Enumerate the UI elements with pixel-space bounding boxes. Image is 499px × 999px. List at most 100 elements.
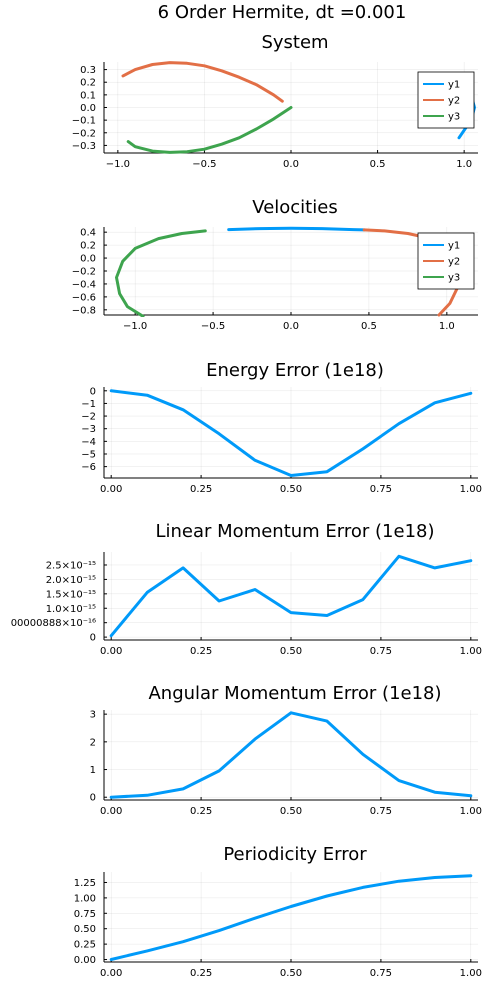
y-tick-label: −2	[81, 412, 96, 423]
x-tick-label: 0.75	[370, 484, 392, 495]
series-line-y3	[115, 229, 207, 317]
chart-title: System	[261, 32, 328, 53]
x-tick-label: −0.5	[192, 159, 216, 170]
x-tick-label: 0.00	[100, 484, 122, 495]
y-tick-label: −0.3	[72, 141, 96, 152]
chart-title: Angular Momentum Error (1e18)	[148, 683, 441, 704]
x-tick-label: 0.25	[190, 484, 212, 495]
x-tick-label: 1.00	[460, 484, 482, 495]
x-tick-label: 0.50	[280, 968, 302, 979]
y-tick-label: 0	[90, 386, 96, 397]
x-tick-label: 0.5	[370, 159, 386, 170]
legend-label-y3: y3	[448, 273, 460, 284]
y-tick-label: −6	[81, 462, 96, 473]
y-tick-label: −0.2	[72, 128, 96, 139]
y-tick-label: −0.8	[72, 305, 96, 316]
x-tick-label: 0.50	[280, 646, 302, 657]
y-tick-label: 0.2	[80, 78, 96, 89]
y-tick-label: 0.25	[74, 940, 96, 951]
x-tick-label: 1.00	[460, 968, 482, 979]
y-tick-label: 2.0×10⁻¹⁵	[46, 575, 96, 586]
y-tick-label: −0.4	[72, 279, 96, 290]
y-tick-label: 0.3	[80, 65, 96, 76]
x-tick-label: −1.0	[106, 159, 130, 170]
x-tick-label: 0.50	[280, 806, 302, 817]
legend-label-y2: y2	[448, 96, 460, 107]
y-tick-label: 0.0	[80, 254, 96, 265]
y-tick-label: 1.5×10⁻¹⁵	[46, 589, 96, 600]
series-line-y1	[109, 389, 473, 477]
legend-label-y3: y3	[448, 112, 460, 123]
y-tick-label: 0	[90, 633, 96, 644]
panels: System−1.0 −0.5 0.0 0.5 1.00.30.20.10.0−0.1−…	[11, 32, 482, 979]
y-tick-label: 0.2	[80, 241, 96, 252]
y-tick-label: 1	[90, 765, 96, 776]
y-tick-label: 0	[90, 793, 96, 804]
x-tick-label: 1.00	[460, 806, 482, 817]
y-tick-label: 00000888×10⁻¹⁶	[11, 618, 96, 629]
y-tick-label: 0.4	[80, 228, 96, 239]
x-tick-label: 0.75	[370, 968, 392, 979]
series-line-y1	[109, 711, 473, 799]
chart-panel: Angular Momentum Error (1e18) 0.00 0.25 0.5…	[90, 683, 482, 817]
y-tick-label: 1.0×10⁻¹⁵	[46, 604, 96, 615]
y-tick-label: 0.00	[74, 955, 96, 966]
x-tick-label: −0.5	[201, 321, 225, 332]
series-group	[109, 389, 473, 477]
series-group	[109, 554, 473, 638]
x-tick-label: 0.0	[283, 159, 299, 170]
x-tick-label: 0.25	[190, 646, 212, 657]
y-tick-label: −5	[81, 449, 96, 460]
legend-label-y1: y1	[448, 80, 460, 91]
y-tick-label: 0.1	[80, 90, 96, 101]
figure-title: 6 Order Hermite, dt =0.001	[158, 2, 407, 23]
chart-title: Periodicity Error	[223, 844, 367, 865]
y-tick-label: −0.2	[72, 267, 96, 278]
x-tick-label: 0.0	[283, 321, 299, 332]
x-tick-label: 0.25	[190, 968, 212, 979]
y-tick-label: 2	[90, 737, 96, 748]
chart-title: Velocities	[252, 197, 337, 218]
chart-panel: Periodicity Error 0.00 0.25 0.50 0.75 1.00 1.2…	[74, 844, 482, 979]
series-line-y1	[227, 226, 366, 232]
x-tick-label: 0.50	[280, 484, 302, 495]
x-tick-label: 0.00	[100, 806, 122, 817]
y-tick-label: 3	[90, 710, 96, 721]
x-tick-label: 0.00	[100, 646, 122, 657]
y-tick-label: −0.1	[72, 116, 96, 127]
chart-panel: Linear Momentum Error (1e18) 0.00 0.25 0.50…	[11, 521, 482, 657]
y-tick-label: 0.50	[74, 924, 96, 935]
y-tick-label: 2.5×10⁻¹⁵	[46, 560, 96, 571]
y-tick-label: 1.25	[74, 878, 96, 889]
x-tick-label: −1.0	[123, 321, 147, 332]
y-tick-label: 0.75	[74, 909, 96, 920]
chart-panel: Velocities −1.0 −0.5 0.0 0.5 1.0 0.4 0.2 0.0 −0.2…	[72, 197, 478, 332]
chart-title: Linear Momentum Error (1e18)	[155, 521, 434, 542]
x-tick-label: 1.0	[439, 321, 455, 332]
series-line-y3	[126, 106, 293, 154]
y-tick-label: −4	[81, 437, 96, 448]
x-tick-label: 0.75	[370, 646, 392, 657]
series-group	[109, 711, 473, 799]
chart-title: Energy Error (1e18)	[206, 360, 384, 381]
x-tick-label: 0.75	[370, 806, 392, 817]
y-tick-label: −0.6	[72, 292, 96, 303]
chart-panel: System−1.0 −0.5 0.0 0.5 1.00.30.20.10.0−0.1−…	[72, 32, 478, 170]
series-line-y1	[109, 874, 473, 961]
x-tick-label: 1.00	[460, 646, 482, 657]
y-tick-label: −3	[81, 424, 96, 435]
series-line-y1	[109, 554, 473, 638]
legend-label-y2: y2	[448, 257, 460, 268]
x-tick-label: 0.5	[361, 321, 377, 332]
y-tick-label: −1	[81, 399, 96, 410]
x-tick-label: 1.0	[456, 159, 472, 170]
chart-panel: Energy Error (1e18) 0.00 0.25 0.50 0.75 1.00 0…	[81, 360, 482, 495]
series-line-y2	[121, 61, 284, 103]
x-tick-label: 0.00	[100, 968, 122, 979]
legend: y1 y2 y3	[417, 71, 475, 129]
y-tick-label: 1.00	[74, 893, 96, 904]
y-tick-label: 0.0	[80, 103, 96, 114]
legend: y1 y2 y3	[417, 232, 475, 290]
x-tick-label: 0.25	[190, 806, 212, 817]
